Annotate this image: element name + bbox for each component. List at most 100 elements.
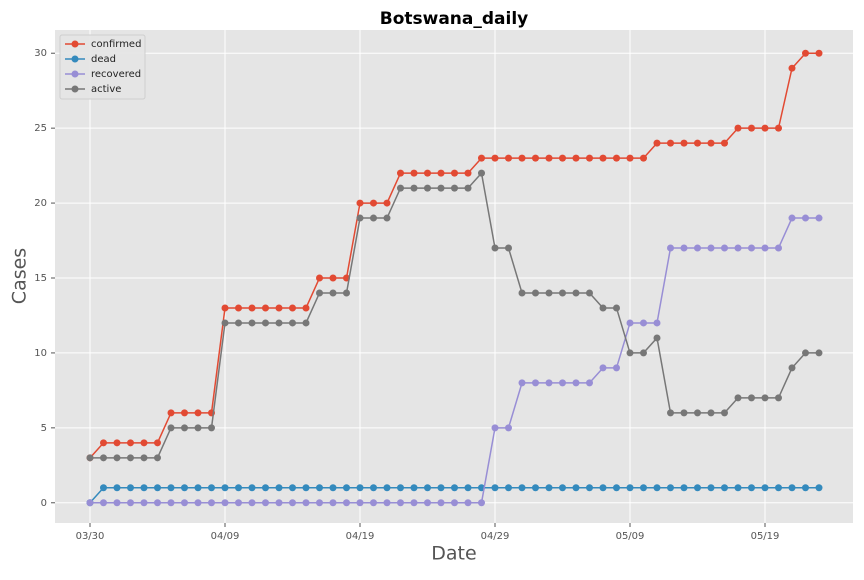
- data-point: [289, 484, 296, 492]
- data-point: [734, 124, 742, 132]
- grid: 0 5 10 15 20 25 30 03/30 04/09 04/19 04/29 05/09 05/…: [34, 30, 853, 542]
- data-point: [572, 289, 580, 297]
- chart-title: Botswana_daily: [380, 9, 529, 29]
- x-tick-label: 04/19: [346, 531, 375, 542]
- data-point: [370, 484, 377, 492]
- data-point: [208, 424, 215, 432]
- data-point: [559, 484, 566, 492]
- data-point: [370, 199, 377, 207]
- y-tick-label: 25: [34, 123, 47, 134]
- legend-label: active: [91, 84, 121, 95]
- data-point: [329, 274, 337, 282]
- data-point: [653, 334, 661, 342]
- data-point: [505, 154, 512, 162]
- data-point: [302, 499, 310, 507]
- data-point: [640, 319, 647, 327]
- data-point: [545, 154, 553, 162]
- data-point: [167, 484, 175, 492]
- x-tick-label: 03/30: [76, 531, 105, 542]
- data-point: [626, 154, 634, 162]
- data-point: [113, 454, 121, 462]
- data-point: [748, 394, 755, 402]
- data-point: [694, 409, 701, 417]
- data-point: [113, 499, 121, 507]
- data-point: [748, 484, 755, 492]
- data-point: [397, 499, 404, 507]
- data-point: [451, 169, 458, 177]
- data-point: [424, 169, 431, 177]
- data-point: [262, 484, 269, 492]
- data-point: [154, 454, 161, 462]
- data-point: [626, 319, 634, 327]
- data-point: [761, 394, 769, 402]
- data-point: [626, 349, 634, 357]
- data-point: [572, 154, 580, 162]
- data-point: [815, 349, 823, 357]
- data-point: [505, 244, 512, 252]
- data-point: [586, 289, 593, 297]
- data-point: [167, 424, 175, 432]
- data-point: [599, 154, 607, 162]
- data-point: [221, 484, 229, 492]
- legend-box: [59, 34, 146, 100]
- data-point: [424, 484, 431, 492]
- data-point: [383, 214, 391, 222]
- y-tick-label: 5: [41, 423, 47, 434]
- data-point: [343, 484, 350, 492]
- data-point: [464, 169, 472, 177]
- data-point: [775, 394, 782, 402]
- data-point: [802, 214, 809, 222]
- x-tick-label: 05/09: [616, 531, 645, 542]
- data-point: [734, 244, 742, 252]
- data-point: [140, 499, 148, 507]
- data-point: [680, 139, 688, 147]
- data-point: [113, 484, 121, 492]
- data-point: [775, 124, 782, 132]
- data-point: [491, 424, 499, 432]
- data-point: [532, 289, 539, 297]
- data-point: [181, 424, 188, 432]
- data-point: [316, 484, 323, 492]
- data-point: [613, 154, 620, 162]
- data-point: [235, 484, 242, 492]
- data-point: [316, 289, 323, 297]
- data-point: [154, 484, 161, 492]
- data-point: [275, 304, 283, 312]
- data-point: [275, 319, 283, 327]
- data-point: [397, 184, 404, 192]
- data-point: [572, 379, 580, 387]
- data-point: [505, 484, 512, 492]
- data-point: [721, 409, 728, 417]
- data-point: [586, 379, 593, 387]
- data-point: [329, 499, 337, 507]
- data-point: [262, 319, 269, 327]
- data-point: [127, 484, 134, 492]
- data-point: [761, 244, 769, 252]
- data-point: [289, 304, 296, 312]
- data-point: [572, 484, 580, 492]
- data-point: [802, 49, 809, 57]
- data-point: [721, 139, 728, 147]
- x-tick-label: 04/09: [211, 531, 240, 542]
- data-point: [748, 244, 755, 252]
- data-point: [775, 244, 782, 252]
- data-point: [545, 289, 553, 297]
- data-point: [302, 319, 310, 327]
- data-point: [545, 484, 553, 492]
- data-point: [653, 319, 661, 327]
- data-point: [86, 499, 94, 507]
- data-point: [559, 379, 566, 387]
- x-axis-label: Date: [431, 543, 476, 565]
- data-point: [464, 484, 472, 492]
- data-point: [329, 289, 337, 297]
- data-point: [181, 409, 188, 417]
- data-point: [383, 199, 391, 207]
- y-tick-label: 20: [34, 198, 47, 209]
- data-point: [653, 139, 661, 147]
- data-point: [599, 484, 607, 492]
- data-point: [680, 244, 688, 252]
- data-point: [248, 484, 256, 492]
- data-point: [815, 484, 823, 492]
- data-point: [424, 184, 431, 192]
